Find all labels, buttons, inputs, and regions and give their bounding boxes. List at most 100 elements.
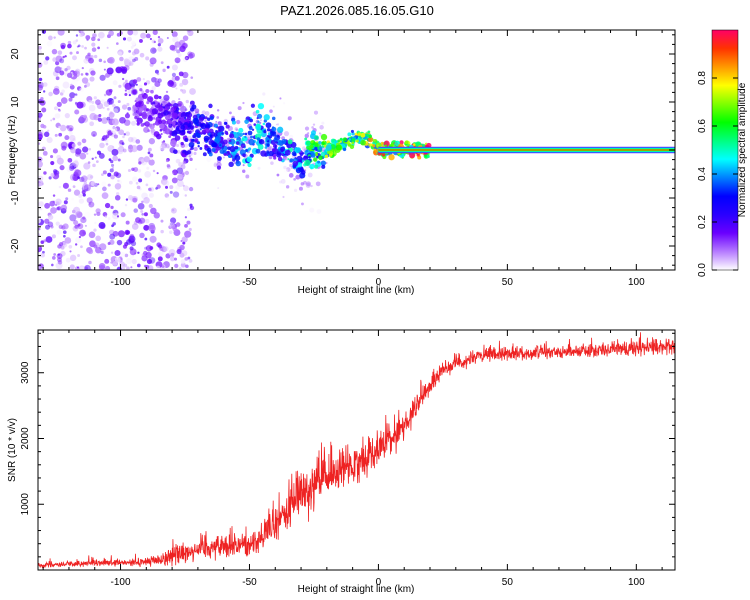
spectrogram-blob (107, 56, 115, 64)
spectrogram-blob (170, 252, 175, 257)
spectrogram-blob (110, 163, 115, 167)
spectrogram-blob (130, 145, 138, 153)
spectrogram-ridge-blob (260, 150, 267, 157)
spectrogram-ridge-blob (169, 103, 173, 107)
spectrogram-blob (141, 200, 144, 204)
spectrogram-ridge-blob (192, 138, 195, 142)
spectrogram-ridge-blob (314, 142, 319, 148)
spectrogram-blob (177, 53, 182, 58)
spectrogram-blob (48, 176, 52, 180)
spectrogram-blob (117, 230, 125, 238)
spectrogram-blob (113, 106, 121, 113)
spectrogram-blob (304, 126, 310, 131)
snr-x-axis-label: Height of straight line (km) (298, 584, 415, 595)
spectrogram-blob (155, 187, 158, 190)
spectrogram-blob (101, 137, 105, 142)
spectrogram-blob (56, 253, 63, 259)
spectrogram-ridge-blob (148, 114, 152, 119)
spectrogram-ridge-blob (404, 140, 409, 145)
spectrogram-ridge-blob (314, 164, 319, 169)
spectrogram-blob (229, 111, 232, 115)
spectrogram-blob (143, 224, 150, 231)
spectrogram-ridge-blob (143, 82, 148, 86)
spectrogram-ridge-blob (190, 125, 195, 130)
spectrogram-blob (125, 220, 130, 225)
spectrogram-blob (121, 142, 125, 146)
spectrogram-blob (184, 230, 192, 238)
spectrogram-blob (45, 224, 51, 230)
spectrogram-ridge-blob (247, 130, 253, 136)
spectrogram-blob (189, 157, 193, 161)
spectrogram-blob (117, 179, 120, 183)
spectrogram-ridge-blob (180, 141, 184, 146)
spectrogram-ridge-blob (158, 120, 163, 124)
spectrogram-blob (325, 162, 328, 164)
spectrogram-blob (74, 95, 78, 98)
spectrogram-ridge-blob (318, 141, 322, 145)
spectrogram-blob (165, 159, 169, 163)
spectrogram-ridge-blob (244, 132, 248, 136)
spectrogram-blob (267, 145, 273, 151)
spectrogram-ridge-blob (219, 144, 222, 147)
spectrogram-ridge-blob (171, 112, 178, 119)
spectrogram-blob (95, 208, 101, 214)
spectrogram-blob (54, 133, 58, 137)
spectrogram-ridge-blob (365, 133, 369, 137)
spectrogram-blob (172, 191, 180, 198)
spectrogram-ridge-blob (275, 141, 279, 144)
spectrogram-blob (40, 252, 46, 258)
spectrogram-ridge-blob (265, 122, 272, 129)
spectrogram-blob (124, 92, 128, 96)
spectrogram-ridge-blob (200, 122, 207, 130)
spectrogram-blob (46, 40, 53, 47)
spectrogram-blob (138, 161, 142, 165)
spectrogram-blob (72, 55, 77, 61)
spectrogram-ridge-blob (257, 144, 264, 150)
spectrogram-ridge-blob (258, 139, 263, 143)
spectrogram-blob (116, 42, 119, 45)
spectrogram-blob (67, 43, 72, 49)
x-tick-label: -50 (242, 277, 257, 288)
spectrogram-blob (99, 74, 106, 81)
spectrogram-blob (102, 186, 107, 192)
y-tick-label: 3000 (20, 361, 31, 384)
spectrogram-blob (113, 108, 119, 114)
spectrogram-ridge-blob (368, 143, 372, 147)
spectrogram-ridge-blob (256, 117, 259, 120)
spectrogram-blob (67, 188, 72, 192)
spectrogram-ridge-blob (384, 144, 387, 147)
colorbar-label: Normalized spectral amplitude (737, 82, 748, 217)
spectrogram-ridge-blob (208, 103, 213, 109)
spectrogram-blob (64, 55, 67, 58)
spectrogram-blob (165, 90, 169, 94)
spectrogram-blob (98, 262, 106, 270)
spectrogram-blob (147, 147, 152, 152)
spectrogram-blob (43, 171, 47, 175)
spectrogram-blob (69, 250, 72, 253)
spectrogram-blob (78, 193, 83, 198)
spectrogram-ridge-blob (244, 119, 249, 124)
spectrogram-ridge-blob (140, 123, 145, 127)
y-tick-label: 20 (10, 48, 21, 60)
spectrogram-ridge-blob (321, 164, 326, 169)
spectrogram-blob (285, 185, 290, 189)
spectrogram-ridge-blob (147, 96, 154, 103)
spectrogram-ridge-blob (168, 135, 172, 139)
spectrogram-blob (101, 173, 104, 177)
spectrogram-ridge-blob (426, 154, 430, 159)
spectrogram-blob (130, 266, 133, 269)
spectrogram-ridge-blob (150, 89, 154, 94)
spectrogram-blob (174, 257, 178, 261)
spectrogram-ridge-blob (216, 165, 222, 170)
spectrogram-blob (132, 30, 139, 36)
spectrogram-blob (131, 223, 139, 230)
spectrogram-ridge-blob (412, 143, 416, 146)
spectrogram-ridge-blob (247, 147, 252, 151)
spectrogram-blob (106, 67, 114, 75)
spectrogram-blob (237, 106, 242, 111)
spectrogram-blob (157, 78, 162, 83)
spectrogram-ridge-blob (234, 154, 241, 161)
spectrogram-blob (83, 184, 91, 192)
spectrogram-blob (132, 197, 138, 203)
y-tick-label: 2000 (20, 427, 31, 450)
